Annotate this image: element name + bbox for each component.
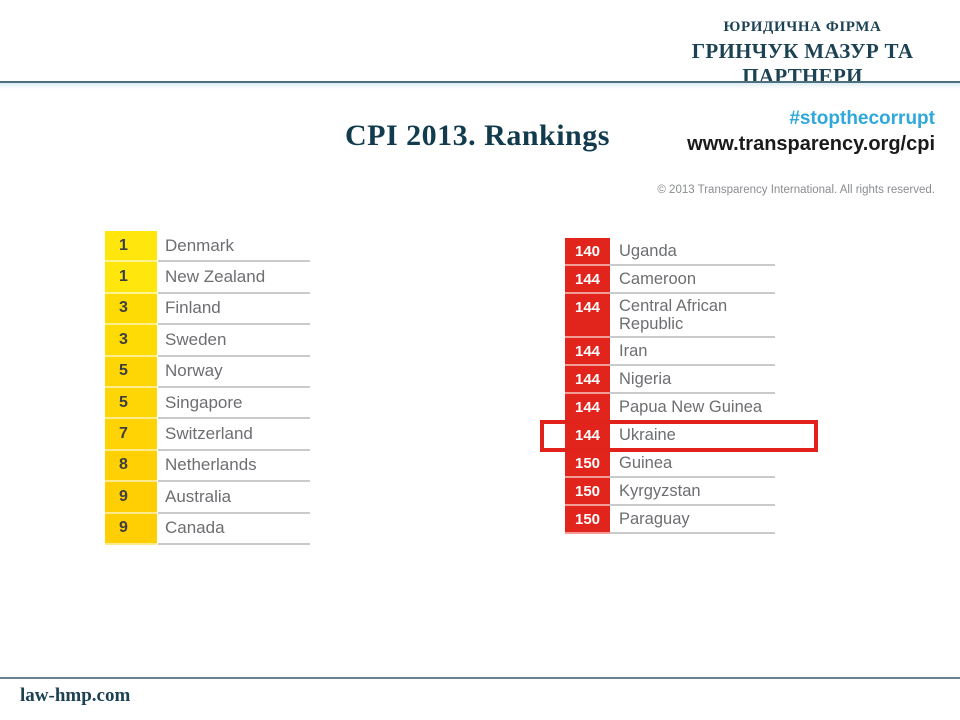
header-divider xyxy=(0,81,960,83)
country-cell: Paraguay xyxy=(610,506,775,534)
rank-cell: 5 xyxy=(105,356,157,388)
country-cell: Finland xyxy=(158,294,310,326)
country-cell: Cameroon xyxy=(610,266,775,294)
rank-cell: 5 xyxy=(105,387,157,420)
rank-cell: 144 xyxy=(565,266,610,294)
country-cell: Papua New Guinea xyxy=(610,394,775,422)
table-row: 144 Iran xyxy=(565,338,775,366)
rank-cell: 1 xyxy=(105,262,157,294)
rank-cell: 8 xyxy=(105,450,157,483)
country-cell: Central African Republic xyxy=(610,294,775,338)
table-row: 5 Norway xyxy=(105,356,310,388)
table-row: 150 Kyrgyzstan xyxy=(565,478,775,506)
bottom-countries-table: 140 Uganda 144 Cameroon 144 Central African R… xyxy=(540,238,818,534)
table-row: 3 Finland xyxy=(105,293,310,326)
country-cell: Iran xyxy=(610,338,775,366)
table-row: 150 Guinea xyxy=(565,450,775,478)
country-cell: Nigeria xyxy=(610,366,775,394)
country-cell: Ukraine xyxy=(610,422,775,450)
country-cell: Switzerland xyxy=(158,419,310,451)
rank-cell: 150 xyxy=(565,506,610,534)
hashtag-label: #stopthecorrupt xyxy=(789,108,935,129)
country-cell: Netherlands xyxy=(158,451,310,483)
table-row: 8 Netherlands xyxy=(105,450,310,483)
table-row: 150 Paraguay xyxy=(565,506,775,534)
table-row: 1 Denmark xyxy=(105,231,310,263)
top-countries-table: 1 Denmark 1 New Zealand 3 Finland 3 Sweden 5 Norw… xyxy=(105,231,310,545)
rank-cell: 144 xyxy=(565,422,610,450)
country-cell: Norway xyxy=(158,357,310,388)
country-cell: Canada xyxy=(158,514,310,545)
country-cell: Uganda xyxy=(610,238,775,266)
rank-cell: 7 xyxy=(105,419,157,451)
table-row: 144 Papua New Guinea xyxy=(565,394,775,422)
country-cell: Guinea xyxy=(610,450,775,478)
country-cell: Kyrgyzstan xyxy=(610,478,775,506)
rank-cell: 144 xyxy=(565,366,610,394)
rank-cell: 144 xyxy=(565,338,610,366)
table-row: 9 Australia xyxy=(105,482,310,514)
firm-website: law-hmp.com xyxy=(20,685,131,706)
table-row: 144 Central African Republic xyxy=(565,294,775,338)
firm-subtitle: ЮРИДИЧНА ФІРМА xyxy=(723,19,882,35)
rank-cell: 3 xyxy=(105,293,157,326)
header-divider-glow xyxy=(0,83,960,89)
rank-cell: 150 xyxy=(565,478,610,506)
table-row: 140 Uganda xyxy=(565,238,775,266)
rank-cell: 144 xyxy=(565,394,610,422)
country-cell: Australia xyxy=(158,482,310,514)
law-firm-header: ЮРИДИЧНА ФІРМА ГРИНЧУК МАЗУР ТА ПАРТНЕРИ xyxy=(655,19,950,89)
firm-name: ГРИНЧУК МАЗУР ТА ПАРТНЕРИ xyxy=(691,39,914,88)
table-row: 9 Canada xyxy=(105,513,310,545)
country-cell: Denmark xyxy=(158,231,310,263)
rank-cell: 9 xyxy=(105,513,157,545)
table-row: 5 Singapore xyxy=(105,387,310,420)
rank-cell: 3 xyxy=(105,325,157,357)
copyright-notice: © 2013 Transparency International. All r… xyxy=(657,184,935,196)
table-row: 144 Cameroon xyxy=(565,266,775,294)
rank-cell: 144 xyxy=(565,294,610,338)
table-row: 144 Ukraine xyxy=(540,420,818,452)
table-row: 3 Sweden xyxy=(105,325,310,357)
footer-divider xyxy=(0,677,960,679)
rank-cell: 1 xyxy=(105,231,157,263)
rank-cell: 9 xyxy=(105,482,157,514)
table-row: 144 Nigeria xyxy=(565,366,775,394)
country-cell: Singapore xyxy=(158,388,310,420)
rank-cell: 150 xyxy=(565,450,610,478)
table-row: 1 New Zealand xyxy=(105,262,310,294)
country-cell: Sweden xyxy=(158,325,310,357)
slide-title: CPI 2013. Rankings xyxy=(345,119,610,152)
country-cell: New Zealand xyxy=(158,262,310,294)
table-row: 7 Switzerland xyxy=(105,419,310,451)
transparency-source-block: #stopthecorrupt www.transparency.org/cpi… xyxy=(657,108,935,196)
rank-cell: 140 xyxy=(565,238,610,266)
source-url: www.transparency.org/cpi xyxy=(687,133,935,155)
